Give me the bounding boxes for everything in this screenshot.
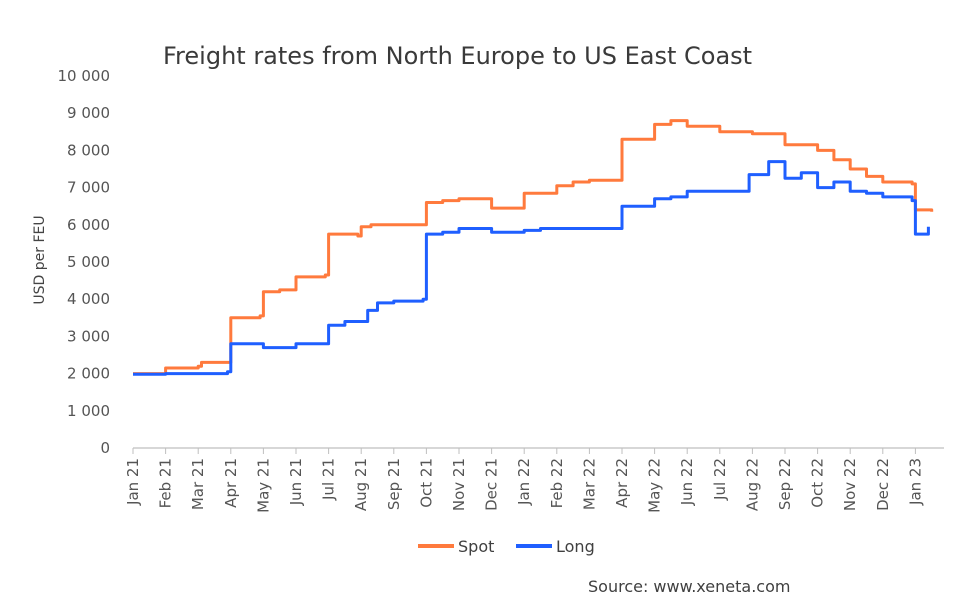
x-tick-label: Jun 21 (287, 458, 305, 506)
y-tick-label: 9 000 (67, 104, 110, 122)
y-tick-label: 5 000 (67, 253, 110, 271)
x-tick-label: Apr 21 (222, 458, 240, 508)
x-tick-label: Mar 21 (189, 458, 207, 510)
chart-title: Freight rates from North Europe to US Ea… (163, 42, 752, 70)
x-tick-label: Jul 22 (711, 458, 729, 501)
y-tick-label: 6 000 (67, 216, 110, 234)
y-tick-label: 4 000 (67, 290, 110, 308)
legend-label-long: Long (556, 537, 595, 556)
y-axis-ticks: 0 1 000 2 000 3 000 4 000 5 000 6 000 7 000 8 00… (58, 67, 111, 457)
y-tick-label: 10 000 (58, 67, 111, 85)
x-tick-label: Sep 21 (385, 458, 403, 510)
x-tick-label: Mar 22 (580, 458, 598, 510)
x-tick-label: Aug 21 (352, 458, 370, 511)
x-tick-label: Nov 21 (450, 458, 468, 511)
series-line-long (133, 160, 930, 376)
x-tick-label: Dec 22 (874, 458, 892, 511)
legend-label-spot: Spot (458, 537, 494, 556)
y-tick-label: 0 (100, 439, 110, 457)
x-tick-label: Feb 21 (157, 458, 175, 508)
y-tick-label: 1 000 (67, 402, 110, 420)
y-tick-label: 8 000 (67, 141, 110, 159)
y-tick-label: 7 000 (67, 179, 110, 197)
x-tick-label: Oct 21 (417, 458, 435, 508)
y-axis-title: USD per FEU (32, 215, 48, 304)
x-tick-label: May 22 (646, 458, 664, 513)
x-tick-label: Apr 22 (613, 458, 631, 508)
x-tick-label: Jul 21 (320, 458, 338, 501)
y-tick-label: 3 000 (67, 327, 110, 345)
x-axis: Jan 21 Feb 21 Mar 21 Apr 21 May 21 Jun 21 Jul … (124, 447, 944, 513)
y-tick-label: 2 000 (67, 365, 110, 383)
x-tick-label: Nov 22 (841, 458, 859, 511)
x-tick-label: Jan 23 (906, 458, 924, 506)
x-tick-label: Jun 22 (678, 458, 696, 506)
x-tick-label: Aug 22 (743, 458, 761, 511)
series-lines (133, 119, 934, 376)
source-note: Source: www.xeneta.com (588, 577, 790, 596)
legend: Spot Long (418, 537, 595, 556)
x-tick-label: Dec 21 (483, 458, 501, 511)
x-tick-label: Oct 22 (809, 458, 827, 508)
x-tick-label: Jan 21 (124, 458, 142, 506)
x-tick-label: May 21 (254, 458, 272, 513)
x-tick-label: Sep 22 (776, 458, 794, 510)
series-line-spot (133, 119, 934, 376)
x-tick-label: Feb 22 (548, 458, 566, 508)
x-tick-label: Jan 22 (515, 458, 533, 506)
